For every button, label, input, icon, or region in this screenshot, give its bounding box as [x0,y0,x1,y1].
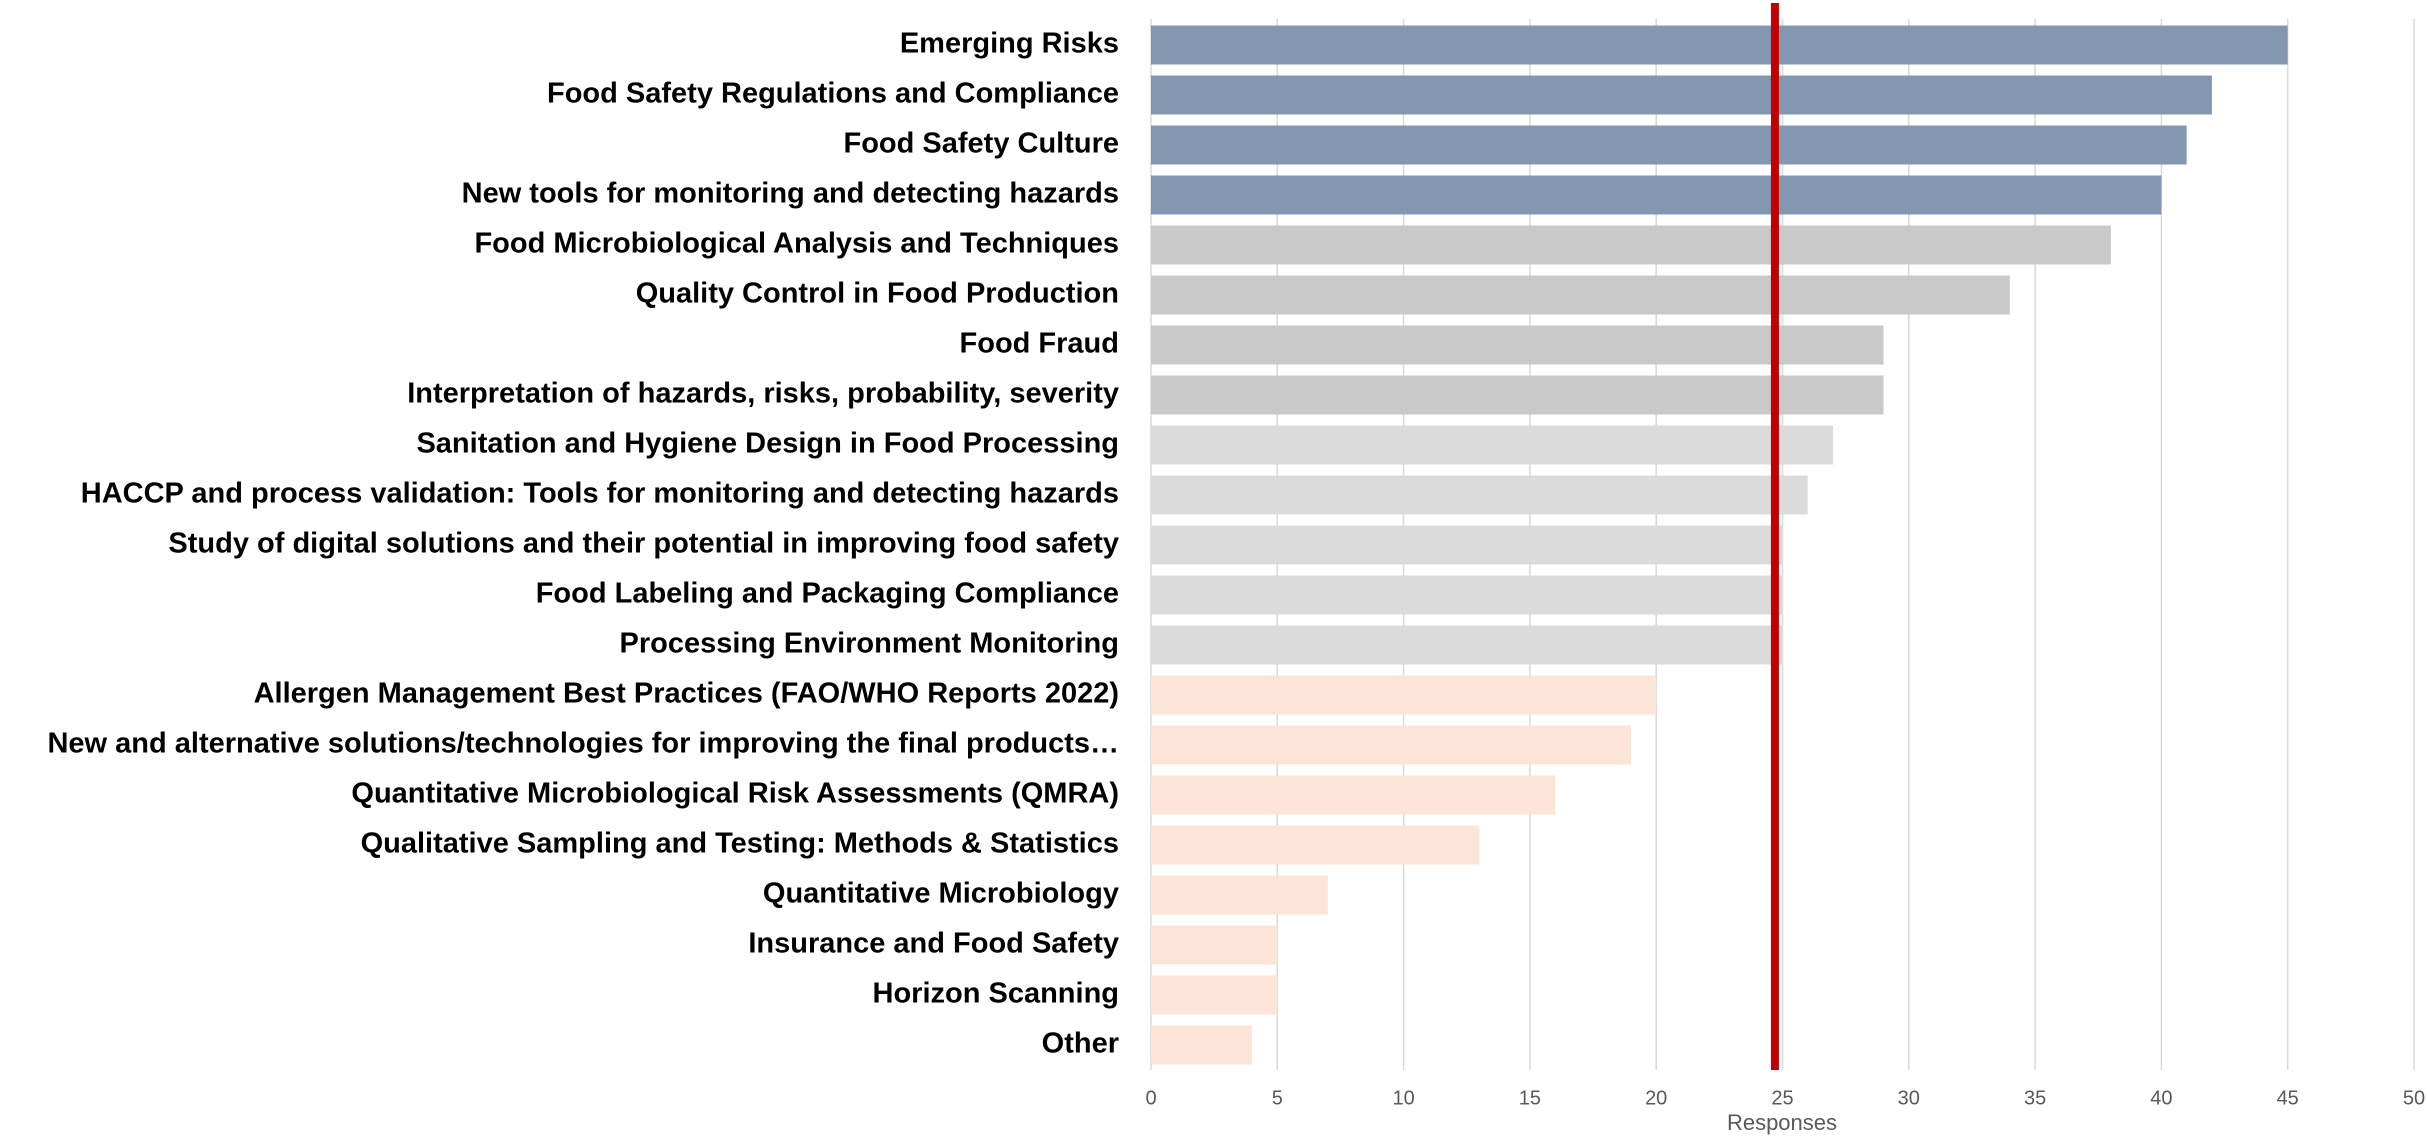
x-tick-label: 50 [2403,1087,2425,1109]
category-label: Quantitative Microbiological Risk Assess… [351,778,1119,810]
bar [1151,625,1783,665]
category-label: Food Safety Culture [843,128,1119,160]
bar [1151,775,1556,815]
category-label: Quantitative Microbiology [763,878,1119,910]
category-label: Interpretation of hazards, risks, probab… [407,378,1119,410]
x-tick-label: 35 [2024,1087,2046,1109]
x-tick-label: 0 [1145,1087,1156,1109]
category-label: Allergen Management Best Practices (FAO/… [254,678,1119,710]
category-label: Sanitation and Hygiene Design in Food Pr… [416,428,1119,460]
x-tick-label: 5 [1272,1087,1283,1109]
bar [1151,25,2288,65]
category-label: Emerging Risks [900,28,1119,60]
category-label: Processing Environment Monitoring [620,628,1120,660]
category-label: Other [1042,1028,1119,1060]
bar [1151,225,2111,265]
x-tick-label: 30 [1898,1087,1920,1109]
bar [1151,575,1783,615]
bar [1151,1025,1253,1065]
bar [1151,525,1783,565]
bar [1151,475,1808,515]
bar [1151,375,1884,415]
bar [1151,975,1278,1015]
bar [1151,325,1884,365]
bar [1151,825,1480,865]
category-label: Food Labeling and Packaging Compliance [536,578,1119,610]
category-label: Insurance and Food Safety [748,928,1119,960]
bar [1151,725,1631,765]
bar [1151,75,2212,115]
x-axis-label: Responses [1727,1110,1837,1135]
category-label: HACCP and process validation: Tools for … [81,478,1119,510]
category-label: Quality Control in Food Production [636,278,1119,310]
category-label: Horizon Scanning [873,978,1120,1010]
category-label: Qualitative Sampling and Testing: Method… [361,828,1119,860]
bar [1151,425,1834,465]
category-label: Food Safety Regulations and Compliance [547,78,1119,110]
category-label: New tools for monitoring and detecting h… [462,178,1119,210]
x-tick-label: 25 [1771,1087,1793,1109]
x-tick-label: 40 [2150,1087,2172,1109]
x-tick-label: 15 [1519,1087,1541,1109]
bar [1151,275,2010,315]
x-tick-label: 45 [2277,1087,2299,1109]
x-tick-label: 20 [1645,1087,1667,1109]
category-label: Food Microbiological Analysis and Techni… [474,228,1119,260]
category-label: Study of digital solutions and their pot… [168,528,1119,560]
bar [1151,875,1328,915]
category-label: New and alternative solutions/technologi… [47,728,1119,760]
bar [1151,675,1657,715]
bar [1151,125,2187,165]
x-tick-label: 10 [1392,1087,1414,1109]
bar [1151,925,1278,965]
category-label: Food Fraud [960,328,1119,360]
bar [1151,175,2162,215]
